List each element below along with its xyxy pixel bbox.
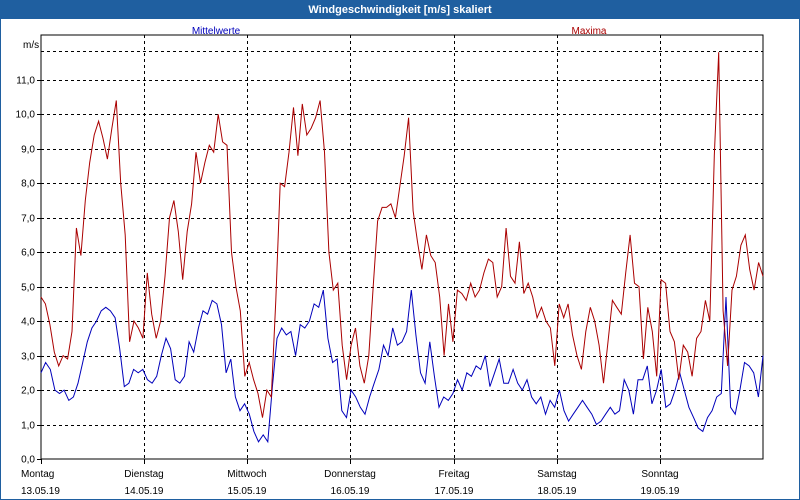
y-tick-label: 11,0 — [16, 76, 35, 87]
y-tick-label: 0,0 — [21, 455, 35, 466]
x-tick-label-date: 16.05.19 — [331, 486, 370, 497]
y-tick-label: 4,0 — [21, 317, 35, 328]
y-tick-label: 8,0 — [21, 179, 35, 190]
x-tick-label-day: Dienstag — [124, 469, 163, 480]
x-tick-label-date: 17.05.19 — [435, 486, 474, 497]
wind-speed-chart: 0,0 1,0 2,0 3,0 4,0 5,0 6,0 7,0 8,0 9,0 10,0 11,0 m/… — [16, 26, 764, 497]
x-tick-label-date: 18.05.19 — [538, 486, 577, 497]
x-tick-label-date: 15.05.19 — [228, 486, 267, 497]
series-line-maxima — [40, 52, 764, 418]
y-tick-label: 9,0 — [21, 145, 35, 156]
y-tick-label: 10,0 — [16, 110, 36, 121]
x-tick-label-day: Sonntag — [641, 469, 678, 480]
x-tick-label-day: Mittwoch — [227, 469, 266, 480]
x-tick-label-day: Donnerstag — [324, 469, 376, 480]
plot-frame — [40, 34, 764, 460]
y-axis-unit: m/s — [23, 40, 39, 51]
series-line-mittelwerte — [40, 289, 764, 444]
window-title: Windgeschwindigkeit [m/s] skaliert — [1, 1, 799, 19]
x-tick-label-day: Montag — [21, 469, 54, 480]
x-tick-label-date: 19.05.19 — [641, 486, 680, 497]
x-tick-label-day: Freitag — [438, 469, 469, 480]
x-tick-label-date: 13.05.19 — [21, 486, 60, 497]
y-tick-label: 2,0 — [21, 386, 35, 397]
x-tick-label-date: 14.05.19 — [125, 486, 164, 497]
y-tick-label: 6,0 — [21, 248, 35, 259]
y-tick-label: 5,0 — [21, 283, 35, 294]
legend-mittelwerte: Mittelwerte — [192, 26, 241, 37]
y-tick-label: 1,0 — [21, 421, 35, 432]
y-tick-label: 3,0 — [21, 352, 35, 363]
legend-maxima: Maxima — [571, 26, 606, 37]
y-tick-label: 7,0 — [21, 214, 35, 225]
x-tick-label-day: Samstag — [537, 469, 576, 480]
